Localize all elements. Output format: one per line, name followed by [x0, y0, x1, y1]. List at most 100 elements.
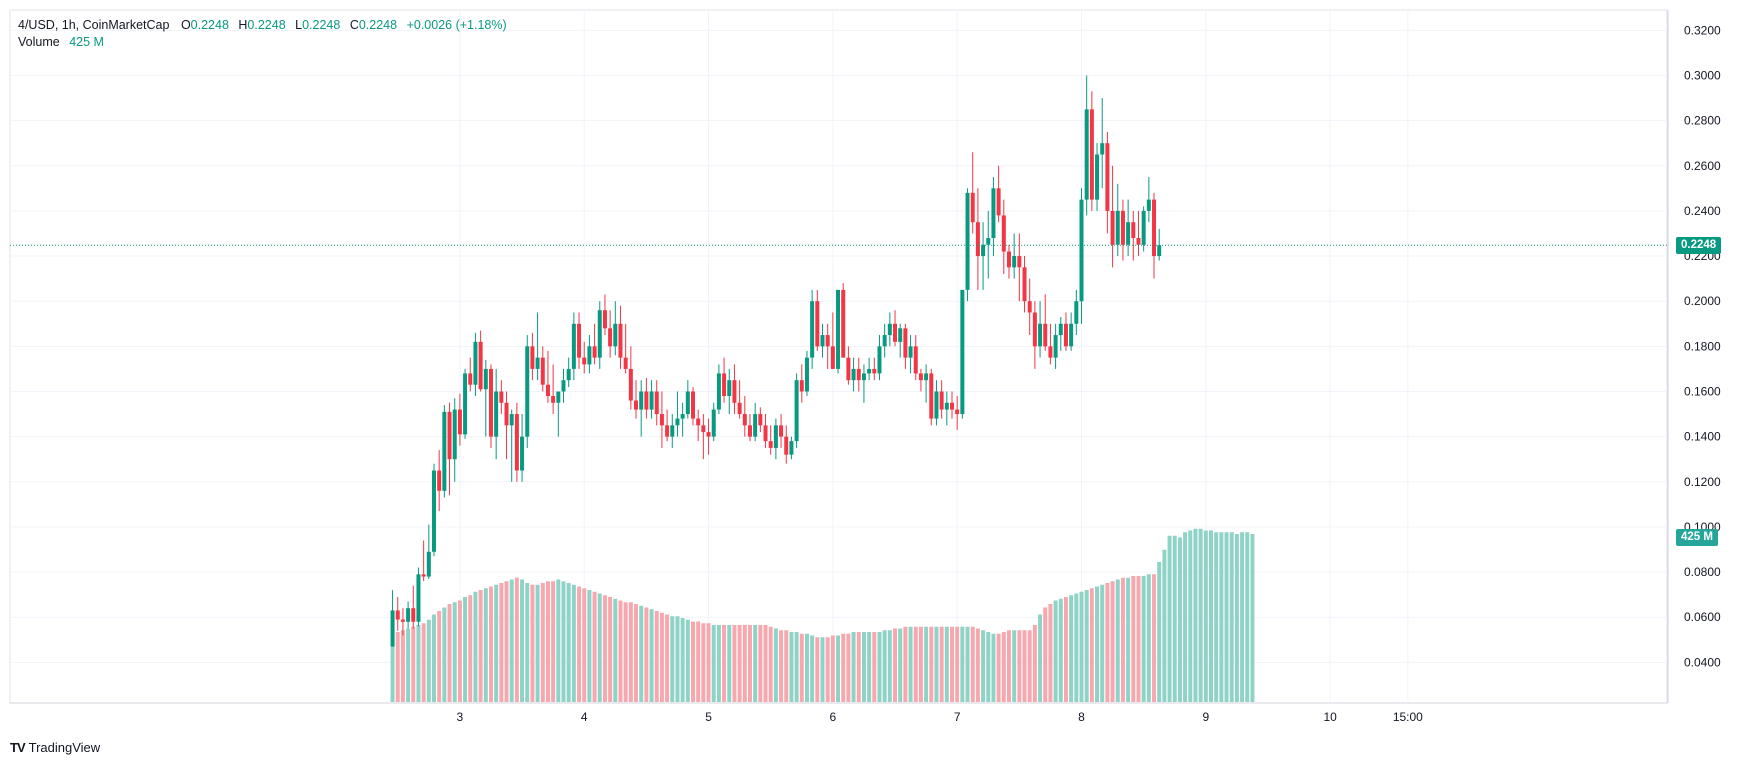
candle-body — [1157, 245, 1162, 257]
volume-bar — [618, 600, 623, 702]
volume-bar — [861, 632, 866, 702]
candle-body — [437, 470, 442, 491]
candle-body — [1084, 109, 1089, 200]
candle-body — [685, 391, 690, 415]
legend-open-label: O — [180, 18, 191, 32]
candle-body — [960, 289, 965, 415]
candle-body — [825, 335, 830, 347]
volume-bar — [525, 583, 530, 702]
legend-open-value: 0.2248 — [190, 18, 229, 32]
tradingview-brand[interactable]: TV TradingView — [10, 740, 100, 755]
volume-bar — [592, 591, 597, 702]
volume-bar — [955, 626, 960, 702]
time-tick-label: 8 — [1078, 710, 1085, 724]
volume-bar — [561, 581, 566, 702]
candle-body — [545, 384, 550, 397]
volume-bar — [701, 623, 706, 702]
volume-bar — [520, 579, 525, 702]
volume-bar — [623, 602, 628, 702]
volume-bar — [867, 632, 872, 702]
volume-bar — [608, 597, 613, 702]
volume-bar — [437, 611, 442, 702]
candle-body — [1058, 323, 1063, 336]
candle-body — [566, 368, 571, 381]
candle-body — [654, 391, 659, 415]
candle-body — [965, 192, 970, 290]
candle-body — [882, 335, 887, 347]
volume-bar — [1079, 591, 1084, 702]
volume-bar — [1172, 535, 1177, 702]
candle-body — [1089, 109, 1094, 200]
volume-bar — [934, 626, 939, 702]
volume-bar — [711, 625, 716, 702]
time-tick-label: 7 — [954, 710, 961, 724]
volume-bar — [665, 614, 670, 702]
candle-body — [789, 441, 794, 455]
candle-body — [639, 391, 644, 410]
volume-bar — [706, 623, 711, 702]
candle-body — [929, 373, 934, 419]
time-tick-label: 3 — [457, 710, 464, 724]
volume-bar — [815, 637, 820, 702]
legend-change-value: +0.0026 (+1.18%) — [406, 18, 507, 32]
candle-body — [861, 373, 866, 381]
volume-bar — [991, 633, 996, 702]
volume-bar — [395, 632, 400, 702]
candle-body — [1053, 335, 1058, 358]
volume-bar — [457, 600, 462, 702]
volume-bar — [929, 626, 934, 702]
candle-body — [535, 357, 540, 369]
candle-body — [836, 289, 841, 369]
candle-body — [623, 357, 628, 369]
candle-body — [747, 425, 752, 437]
candle-body — [1063, 323, 1068, 347]
volume-bar — [613, 598, 618, 702]
volume-bar — [1188, 530, 1193, 702]
volume-bar — [841, 633, 846, 702]
price-tick-label: 0.0600 — [1684, 610, 1721, 624]
price-tick-label: 0.2400 — [1684, 204, 1721, 218]
volume-bar — [1058, 598, 1063, 702]
price-tick-label: 0.3000 — [1684, 68, 1721, 82]
volume-bar — [483, 588, 488, 702]
volume-bar — [1136, 576, 1141, 702]
volume-bar — [602, 595, 607, 702]
candle-body — [1032, 312, 1037, 347]
candle-body — [711, 409, 716, 437]
candle-body — [830, 346, 835, 369]
volume-bar — [1074, 593, 1079, 702]
volume-bar — [924, 626, 929, 702]
volume-bar — [893, 628, 898, 702]
price-tick-label: 0.1600 — [1684, 384, 1721, 398]
legend-low-label: L — [295, 18, 303, 32]
legend-volume-value: 425 M — [69, 35, 104, 49]
volume-bar — [1001, 632, 1006, 702]
volume-bar — [747, 625, 752, 702]
volume-bar — [939, 626, 944, 702]
volume-bar — [634, 604, 639, 702]
volume-bar — [722, 625, 727, 702]
volume-bar — [509, 579, 514, 702]
candle-body — [986, 237, 991, 245]
volume-bar — [779, 630, 784, 702]
volume-bar — [872, 632, 877, 702]
volume-bar — [1100, 584, 1105, 702]
candle-body — [1095, 154, 1100, 200]
candle-body — [571, 323, 576, 369]
candle-body — [649, 391, 654, 410]
volume-bar — [1209, 530, 1213, 702]
candle-body — [991, 188, 996, 238]
candle-body — [1126, 222, 1131, 245]
volume-bar — [768, 626, 773, 702]
volume-bar — [737, 625, 742, 702]
candle-body — [753, 414, 758, 437]
volume-bar — [577, 586, 582, 702]
candle-body — [779, 425, 784, 437]
candle-body — [520, 436, 525, 471]
volume-bar — [696, 621, 701, 702]
volume-bar — [1032, 625, 1037, 702]
volume-bar — [1027, 630, 1032, 702]
candle-body — [587, 346, 592, 365]
candle-body — [1152, 199, 1157, 257]
